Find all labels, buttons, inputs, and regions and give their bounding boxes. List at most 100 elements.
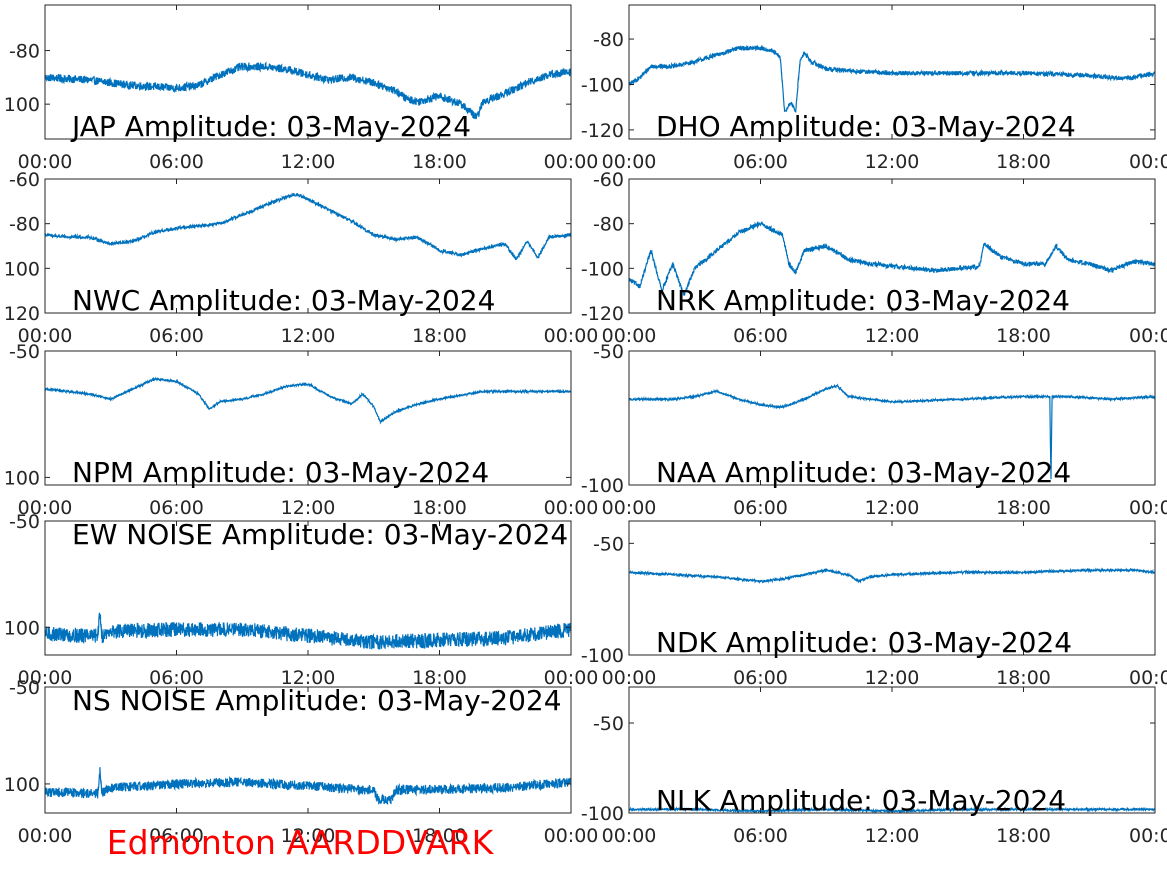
panel-8: -50 100 00:00 06:00 12:00 18:00 00:00 NS NOISE … bbox=[4, 677, 599, 847]
x-tick-label: 06:00 bbox=[733, 825, 788, 847]
x-tick-label: 00:00 bbox=[602, 497, 657, 519]
amplitude-trace bbox=[45, 61, 571, 120]
x-tick-label: 18:00 bbox=[412, 497, 467, 519]
panel-title: NPM Amplitude: 03-May-2024 bbox=[72, 456, 489, 489]
y-tick-label: -120 bbox=[581, 303, 624, 325]
x-tick-label: 18:00 bbox=[996, 825, 1051, 847]
panel-title: DHO Amplitude: 03-May-2024 bbox=[656, 110, 1076, 143]
x-tick-label: 18:00 bbox=[996, 667, 1051, 689]
x-tick-label: 12:00 bbox=[865, 497, 920, 519]
x-tick-label: 06:00 bbox=[733, 497, 788, 519]
x-tick-label: 00:00 bbox=[18, 667, 73, 689]
y-tick-label: -100 bbox=[581, 803, 624, 825]
x-tick-label: 06:00 bbox=[149, 667, 204, 689]
panel-title: NDK Amplitude: 03-May-2024 bbox=[656, 626, 1072, 659]
y-tick-label: -60 bbox=[9, 169, 40, 191]
panel-title: NRK Amplitude: 03-May-2024 bbox=[656, 284, 1070, 317]
y-tick-label: -80 bbox=[9, 214, 40, 236]
x-tick-label: 18:00 bbox=[412, 151, 467, 173]
x-tick-label: 06:00 bbox=[149, 151, 204, 173]
x-tick-label: 00:00 bbox=[1129, 325, 1167, 347]
x-tick-label: 00:00 bbox=[602, 825, 657, 847]
x-tick-label: 00:00 bbox=[544, 151, 599, 173]
x-tick-label: 00:00 bbox=[602, 151, 657, 173]
x-tick-label: 12:00 bbox=[281, 151, 336, 173]
x-tick-label: 00:00 bbox=[1129, 497, 1167, 519]
y-tick-label: 100 bbox=[4, 94, 40, 116]
x-tick-label: 00:00 bbox=[544, 497, 599, 519]
panel-title: NLK Amplitude: 03-May-2024 bbox=[656, 784, 1066, 817]
x-tick-label: 00:00 bbox=[1129, 151, 1167, 173]
x-tick-label: 12:00 bbox=[281, 325, 336, 347]
panel-title: NS NOISE Amplitude: 03-May-2024 bbox=[72, 684, 562, 717]
y-tick-label: 100 bbox=[4, 258, 40, 280]
x-tick-label: 06:00 bbox=[733, 151, 788, 173]
x-tick-label: 00:00 bbox=[18, 151, 73, 173]
x-tick-label: 06:00 bbox=[149, 825, 204, 847]
x-tick-label: 00:00 bbox=[544, 325, 599, 347]
panel-4: -50 100 00:00 06:00 12:00 18:00 00:00 NPM Ampli… bbox=[4, 341, 599, 519]
x-tick-label: 12:00 bbox=[281, 825, 336, 847]
y-tick-label: -50 bbox=[593, 713, 624, 735]
x-tick-label: 18:00 bbox=[412, 667, 467, 689]
x-tick-label: 06:00 bbox=[733, 667, 788, 689]
x-tick-label: 00:00 bbox=[18, 497, 73, 519]
y-tick-label: -80 bbox=[593, 29, 624, 51]
y-tick-label: -50 bbox=[593, 341, 624, 363]
x-tick-label: 06:00 bbox=[149, 497, 204, 519]
panels: -80 100 00:00 06:00 12:00 18:00 00:00 JAP Ampli… bbox=[4, 4, 1167, 847]
y-tick-label: -50 bbox=[9, 511, 40, 533]
footer-label: Edmonton AARDDVARK bbox=[107, 823, 495, 862]
amplitude-trace bbox=[629, 220, 1155, 296]
x-tick-label: 06:00 bbox=[733, 325, 788, 347]
x-tick-label: 18:00 bbox=[996, 497, 1051, 519]
x-tick-label: 00:00 bbox=[18, 825, 73, 847]
y-tick-label: 100 bbox=[4, 774, 40, 796]
panel-title: NAA Amplitude: 03-May-2024 bbox=[656, 456, 1071, 489]
x-tick-label: 18:00 bbox=[996, 325, 1051, 347]
y-tick-label: -50 bbox=[9, 677, 40, 699]
x-tick-label: 18:00 bbox=[412, 825, 467, 847]
x-tick-label: 00:00 bbox=[602, 667, 657, 689]
y-tick-label: -100 bbox=[581, 645, 624, 667]
x-tick-label: 00:00 bbox=[18, 325, 73, 347]
y-tick-label: -120 bbox=[581, 120, 624, 142]
y-tick-label: 100 bbox=[4, 467, 40, 489]
y-tick-label: -100 bbox=[581, 475, 624, 497]
x-tick-label: 18:00 bbox=[996, 151, 1051, 173]
y-tick-label: -100 bbox=[581, 258, 624, 280]
x-tick-label: 06:00 bbox=[149, 325, 204, 347]
panel-6: -50 100 00:00 06:00 12:00 18:00 00:00 EW NOISE … bbox=[4, 511, 599, 689]
panel-title: JAP Amplitude: 03-May-2024 bbox=[70, 110, 471, 143]
amplitude-trace bbox=[45, 376, 571, 425]
x-tick-label: 12:00 bbox=[865, 325, 920, 347]
amplitude-trace bbox=[45, 192, 571, 261]
x-tick-label: 12:00 bbox=[281, 667, 336, 689]
amplitude-trace bbox=[629, 44, 1155, 113]
panel-title: NWC Amplitude: 03-May-2024 bbox=[72, 284, 495, 317]
y-tick-label: -100 bbox=[581, 74, 624, 96]
amplitude-trace bbox=[629, 567, 1155, 584]
y-tick-label: -80 bbox=[593, 214, 624, 236]
amplitude-trace bbox=[629, 383, 1155, 480]
panel-3: -60-80-100-12000:0006:0012:0018:0000:00N… bbox=[581, 169, 1167, 347]
x-tick-label: 00:00 bbox=[602, 325, 657, 347]
amplitude-trace bbox=[45, 612, 571, 650]
y-tick-label: -60 bbox=[593, 169, 624, 191]
y-tick-label: -50 bbox=[9, 341, 40, 363]
amplitude-trace bbox=[45, 767, 571, 806]
x-tick-label: 18:00 bbox=[412, 325, 467, 347]
x-tick-label: 00:00 bbox=[1129, 825, 1167, 847]
x-tick-label: 00:00 bbox=[544, 667, 599, 689]
panel-1: -80 -100 -120 00:00 06:00 12:00 18:00 00:00 DHO … bbox=[581, 4, 1167, 173]
x-tick-label: 12:00 bbox=[865, 151, 920, 173]
x-tick-label: 12:00 bbox=[281, 497, 336, 519]
panel-0: -80 100 00:00 06:00 12:00 18:00 00:00 JAP Ampli… bbox=[4, 4, 599, 173]
y-tick-label: 100 bbox=[4, 617, 40, 639]
y-tick-label: -50 bbox=[593, 533, 624, 555]
